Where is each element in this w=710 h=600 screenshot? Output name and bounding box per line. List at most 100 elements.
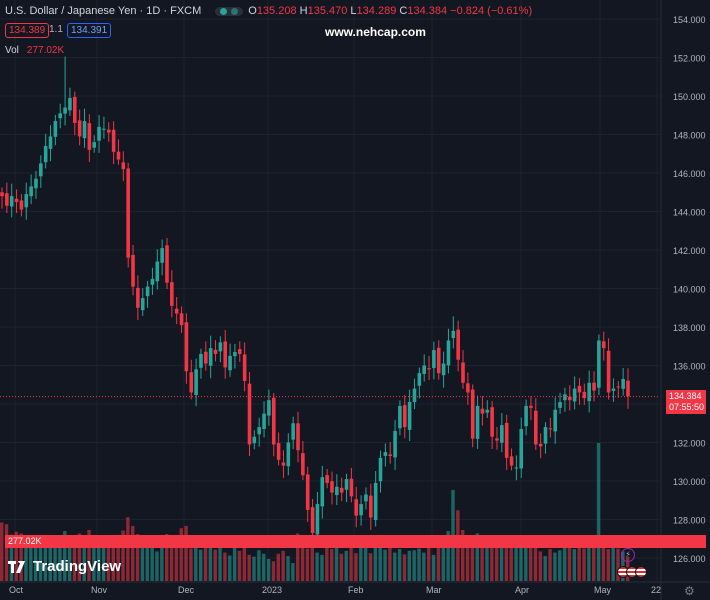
buy-button[interactable]: 134.391 [67, 23, 112, 38]
candle-body [301, 453, 305, 476]
volume-bar [499, 545, 504, 581]
candle-body [417, 373, 422, 386]
candle-body [388, 454, 393, 456]
candle-body [53, 121, 58, 137]
economic-events[interactable] [617, 566, 647, 578]
candle-body [616, 386, 621, 388]
us-flag-icon[interactable] [635, 566, 647, 578]
candle-body [116, 151, 121, 160]
volume-bar [237, 550, 242, 581]
x-tick-label: 22 [651, 585, 661, 595]
lightning-icon[interactable]: ⚡ [621, 548, 635, 562]
volume-bar [43, 542, 48, 581]
candle-body [291, 423, 295, 440]
candle-body [567, 396, 572, 401]
sell-button[interactable]: 134.389 [5, 23, 50, 38]
volume-bar [29, 535, 33, 581]
candle-body [213, 349, 218, 354]
candle-body [519, 429, 524, 469]
change-value: −0.824 (−0.61%) [450, 5, 533, 17]
candle-body [359, 504, 363, 516]
volume-bar [198, 549, 203, 581]
candle-body [233, 352, 237, 357]
last-price-value: 134.384 [669, 391, 702, 401]
y-tick-label: 132.000 [673, 439, 706, 449]
y-tick-label: 154.000 [673, 15, 706, 25]
candle-body [155, 261, 160, 282]
candle-body [271, 397, 276, 445]
market-status-indicator[interactable] [215, 6, 244, 16]
volume-bar [334, 547, 339, 581]
volume-bar [475, 533, 479, 581]
candle-body [126, 168, 130, 258]
volume-bar [257, 550, 261, 581]
candle-body [111, 129, 116, 152]
volume-bar [203, 539, 208, 581]
candle-body [179, 313, 184, 326]
candle-body [315, 504, 320, 535]
candle-body [339, 487, 344, 493]
volume-bar [300, 540, 305, 581]
volume-bar [446, 531, 450, 581]
volume-bar [63, 531, 67, 581]
tradingview-logo[interactable]: TradingView [8, 558, 121, 575]
volume-bar [368, 553, 373, 581]
volume-bar [310, 547, 314, 581]
symbol-title[interactable]: U.S. Dollar / Japanese Yen · 1D · FXCM [5, 5, 202, 17]
volume-bar [82, 536, 86, 581]
volume-bar [160, 543, 164, 581]
candle-body [592, 382, 596, 391]
volume-bar [407, 550, 412, 581]
y-tick-label: 138.000 [673, 323, 706, 333]
candle-body [538, 443, 543, 447]
volume-bar [402, 554, 407, 581]
candle-body [436, 347, 441, 374]
candle-body [373, 482, 378, 521]
volume-bar [184, 525, 188, 581]
y-tick-label: 152.000 [673, 54, 706, 64]
candle-body [208, 348, 213, 366]
volume-bar [427, 542, 431, 581]
candle-body [320, 477, 325, 507]
volume-bar [296, 533, 300, 581]
candle-body [601, 341, 606, 349]
y-tick-label: 142.000 [673, 246, 706, 256]
volume-bar [232, 547, 237, 581]
candle-body [412, 388, 417, 403]
candle-body [582, 391, 587, 399]
candle-body [407, 402, 412, 430]
settings-gear-icon[interactable]: ⚙ [684, 584, 695, 598]
y-tick-label: 136.000 [673, 362, 706, 372]
ohlc-values: O135.208 H135.470 L134.289 C134.384 −0.8… [248, 5, 533, 17]
candle-body [165, 245, 169, 283]
volume-legend[interactable]: Vol 277.02K [5, 45, 64, 56]
x-tick-label: May [594, 585, 612, 595]
volume-bar [562, 547, 567, 581]
volume-bar [431, 554, 436, 581]
volume-bar [470, 535, 475, 581]
volume-bar [349, 542, 353, 581]
y-tick-label: 140.000 [673, 285, 706, 295]
x-tick-label: Oct [9, 585, 24, 595]
candle-body [63, 107, 67, 114]
candle-body [102, 128, 106, 130]
candle-body [606, 350, 611, 393]
candle-body [72, 96, 77, 123]
y-tick-label: 144.000 [673, 208, 706, 218]
candle-body [504, 422, 509, 458]
volume-bar [359, 539, 363, 581]
volume-bar [262, 553, 266, 581]
candle-body [446, 340, 451, 366]
volume-bar [38, 539, 43, 581]
y-tick-label: 130.000 [673, 477, 706, 487]
candle-body [82, 121, 87, 139]
candle-body [393, 430, 397, 458]
candle-body [611, 388, 616, 391]
candle-body [252, 436, 257, 444]
volume-bar [383, 549, 387, 581]
candle-body [145, 286, 150, 297]
candle-body [398, 405, 402, 429]
x-tick-label: Mar [426, 585, 442, 595]
volume-bar [9, 534, 14, 581]
